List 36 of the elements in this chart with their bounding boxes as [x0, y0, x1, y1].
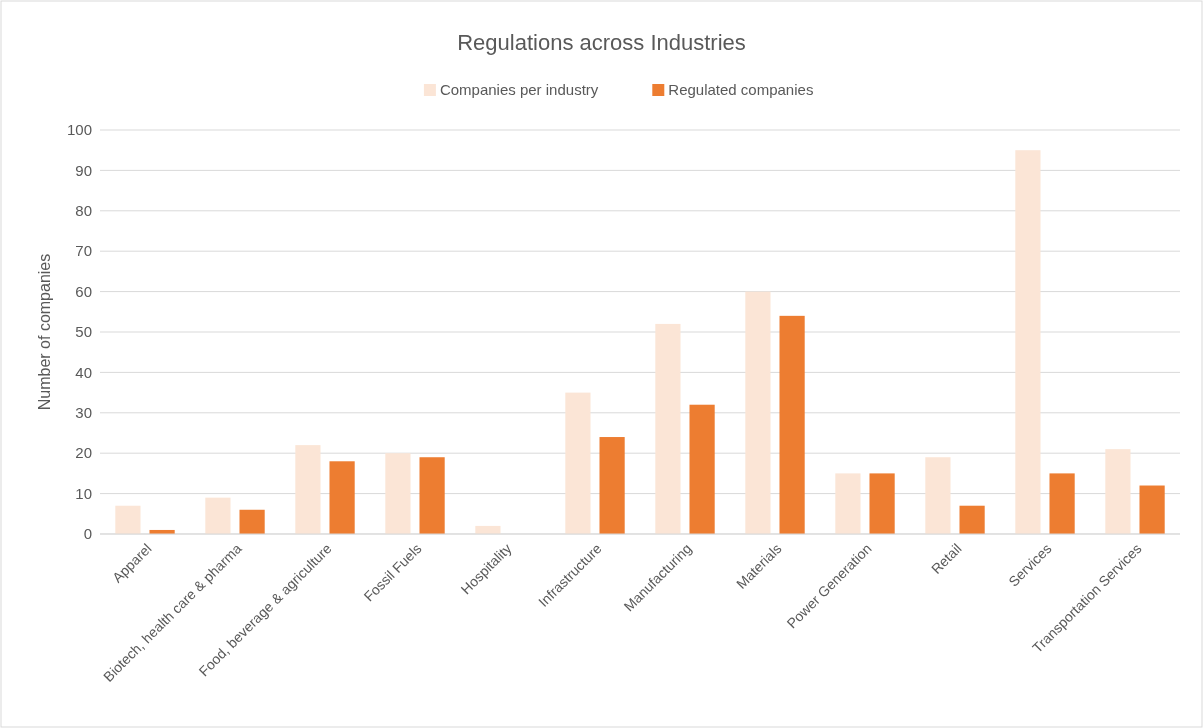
- y-tick-label: 20: [75, 444, 92, 462]
- bar: [295, 445, 321, 534]
- y-tick-label: 80: [75, 202, 92, 220]
- bar: [779, 315, 805, 534]
- bar: [925, 457, 951, 534]
- legend-label: Companies per industry: [439, 81, 599, 99]
- bar: [329, 461, 355, 534]
- y-tick-label: 10: [75, 484, 92, 502]
- y-tick-label: 30: [75, 404, 92, 422]
- y-tick-label: 50: [75, 323, 92, 341]
- bar: [1015, 150, 1041, 534]
- bar: [205, 497, 231, 534]
- y-tick-label: 0: [83, 525, 92, 543]
- y-axis-title: Number of companies: [36, 253, 53, 411]
- bar: [1105, 449, 1131, 534]
- bar: [599, 437, 625, 534]
- y-tick-label: 40: [75, 363, 92, 381]
- bar: [419, 457, 445, 534]
- bar: [835, 473, 861, 534]
- chart-title: Regulations across Industries: [457, 30, 746, 55]
- bar: [869, 473, 895, 534]
- bar: [385, 453, 411, 534]
- bar: [655, 323, 681, 534]
- y-tick-label: 90: [75, 161, 92, 179]
- bar: [239, 509, 265, 534]
- bar: [745, 291, 771, 534]
- bar: [1049, 473, 1075, 534]
- bar: [115, 505, 141, 534]
- y-tick-label: 60: [75, 282, 92, 300]
- legend-label: Regulated companies: [668, 81, 814, 99]
- y-tick-label: 100: [66, 121, 92, 139]
- bar: [1139, 485, 1165, 534]
- bar: [689, 404, 715, 534]
- bar: [959, 505, 985, 534]
- y-tick-label: 70: [75, 242, 92, 260]
- bar: [565, 392, 591, 534]
